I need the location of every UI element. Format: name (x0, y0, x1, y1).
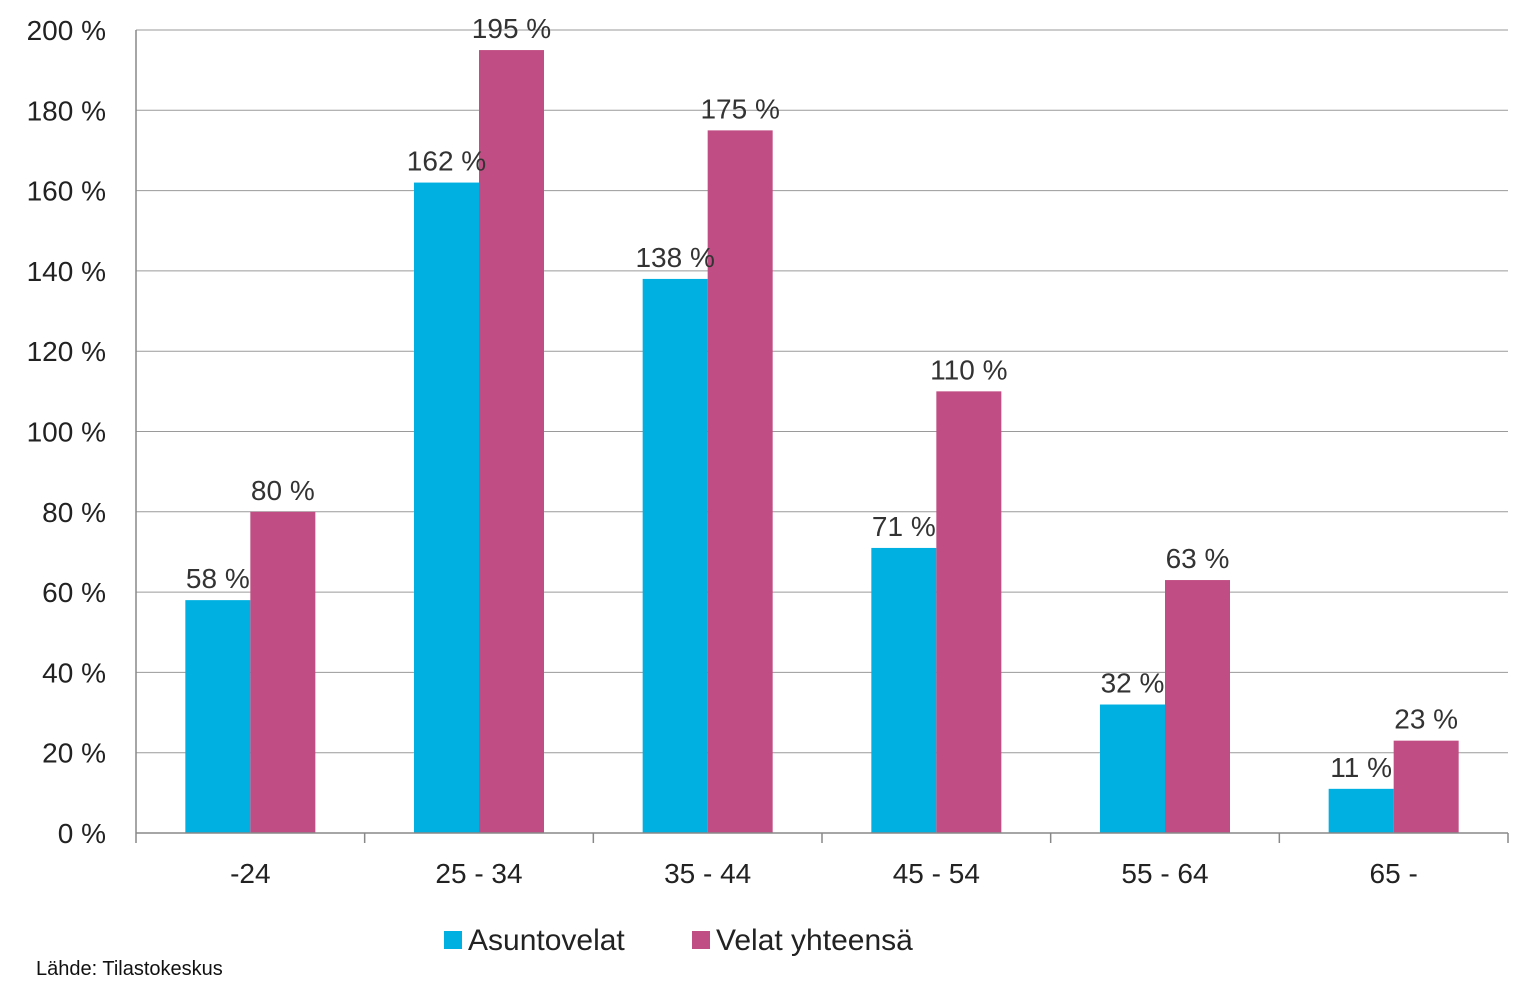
y-tick-label: 0 % (58, 818, 106, 849)
data-label: 162 % (407, 146, 486, 177)
bar-asuntovelat (871, 547, 937, 833)
data-label: 58 % (186, 563, 250, 594)
bar-asuntovelat (1100, 704, 1165, 833)
x-axis-ticks: -24 25 - 34 35 - 44 45 - 54 55 - 64 65 - (230, 858, 1418, 889)
bar-velat-yhteensa (250, 511, 316, 833)
y-tick-label: 160 % (27, 176, 106, 207)
y-axis-ticks: 0 % 20 % 40 % 60 % 80 % 100 % 120 % 140 % 160 % 1… (27, 15, 106, 849)
legend: Asuntovelat Velat yhteensä (444, 924, 913, 957)
bar-velat-yhteensa (936, 391, 1002, 833)
y-tick-label: 60 % (42, 577, 106, 608)
data-label: 110 % (930, 354, 1007, 385)
y-tick-label: 20 % (42, 738, 106, 769)
bar-velat-yhteensa (1165, 580, 1230, 833)
data-label: 71 % (872, 511, 936, 542)
data-label: 175 % (700, 93, 779, 124)
x-tick-label: 45 - 54 (893, 858, 980, 889)
x-tick-label: 35 - 44 (664, 858, 751, 889)
data-label: 32 % (1101, 668, 1165, 699)
x-axis (135, 30, 1509, 843)
bar-asuntovelat (414, 182, 479, 833)
data-label: 138 % (635, 242, 714, 273)
bar-asuntovelat (185, 600, 251, 833)
x-tick-label: 25 - 34 (435, 858, 522, 889)
source-note: Lähde: Tilastokeskus (36, 958, 223, 980)
y-tick-label: 40 % (42, 657, 106, 688)
x-tick-label: -24 (230, 858, 270, 889)
y-tick-label: 180 % (27, 95, 106, 126)
x-tick-label: 55 - 64 (1121, 858, 1208, 889)
legend-label: Velat yhteensä (716, 924, 913, 957)
bar-velat-yhteensa (1393, 740, 1459, 833)
legend-label: Asuntovelat (468, 924, 625, 957)
bar-velat-yhteensa (479, 50, 544, 833)
gridlines (136, 29, 1508, 754)
bar-asuntovelat (1328, 788, 1394, 833)
data-label: 80 % (251, 475, 315, 506)
data-label: 195 % (472, 13, 551, 44)
data-label: 11 % (1330, 752, 1392, 783)
y-tick-label: 200 % (27, 15, 106, 46)
bars (185, 50, 1459, 833)
bar-velat-yhteensa (707, 130, 773, 833)
legend-swatch (444, 931, 462, 949)
data-label: 23 % (1394, 704, 1458, 735)
bar-asuntovelat (642, 278, 708, 833)
data-label: 63 % (1166, 543, 1230, 574)
x-tick-label: 65 - (1370, 858, 1418, 889)
data-labels: 58 % 80 % 162 % 195 % 138 % 175 % 71 % 110 % 32 … (186, 13, 1458, 783)
y-tick-label: 100 % (27, 417, 106, 448)
y-tick-label: 120 % (27, 336, 106, 367)
y-tick-label: 80 % (42, 497, 106, 528)
legend-swatch (692, 931, 710, 949)
y-tick-label: 140 % (27, 256, 106, 287)
